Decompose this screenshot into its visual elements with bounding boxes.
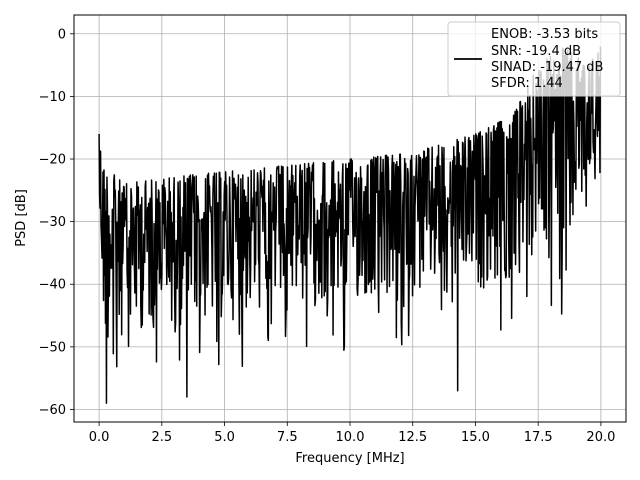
y-tick-label: −50	[39, 340, 66, 355]
x-tick-label: 10.0	[336, 430, 365, 445]
x-tick-label: 15.0	[461, 430, 490, 445]
legend: ENOB: -3.53 bits SNR: -19.4 dB SINAD: -1…	[447, 21, 621, 97]
x-tick-label: 0.0	[89, 430, 110, 445]
legend-line-sinad: SINAD: -19.47 dB	[491, 60, 603, 75]
y-tick-label: −20	[39, 153, 66, 168]
legend-box	[447, 21, 621, 97]
legend-line-snr: SNR: -19.4 dB	[491, 44, 581, 59]
x-tick-label: 17.5	[524, 430, 553, 445]
x-axis-label: Frequency [MHz]	[295, 451, 404, 466]
x-tick-label: 20.0	[586, 430, 615, 445]
x-tick-label: 12.5	[398, 430, 427, 445]
legend-line-enob: ENOB: -3.53 bits	[491, 27, 598, 42]
psd-trace	[98, 46, 602, 404]
y-tick-label: −60	[39, 403, 66, 418]
y-tick-label: 0	[58, 27, 66, 42]
y-tick-label: −10	[39, 90, 66, 105]
legend-line-sfdr: SFDR: 1.44	[491, 76, 563, 91]
y-tick-label: −40	[39, 278, 66, 293]
x-tick-label: 7.5	[277, 430, 298, 445]
x-tick-label: 2.5	[151, 430, 172, 445]
y-axis-ticks: 0 −10 −20 −30 −40 −50 −60	[39, 27, 74, 418]
y-axis-label: PSD [dB]	[14, 189, 29, 247]
x-tick-label: 5.0	[214, 430, 235, 445]
psd-series-line	[98, 46, 602, 404]
y-tick-label: −30	[39, 215, 66, 230]
x-axis-ticks: 0.0 2.5 5.0 7.5 10.0 12.5 15.0 17.5 20.0	[89, 422, 615, 445]
